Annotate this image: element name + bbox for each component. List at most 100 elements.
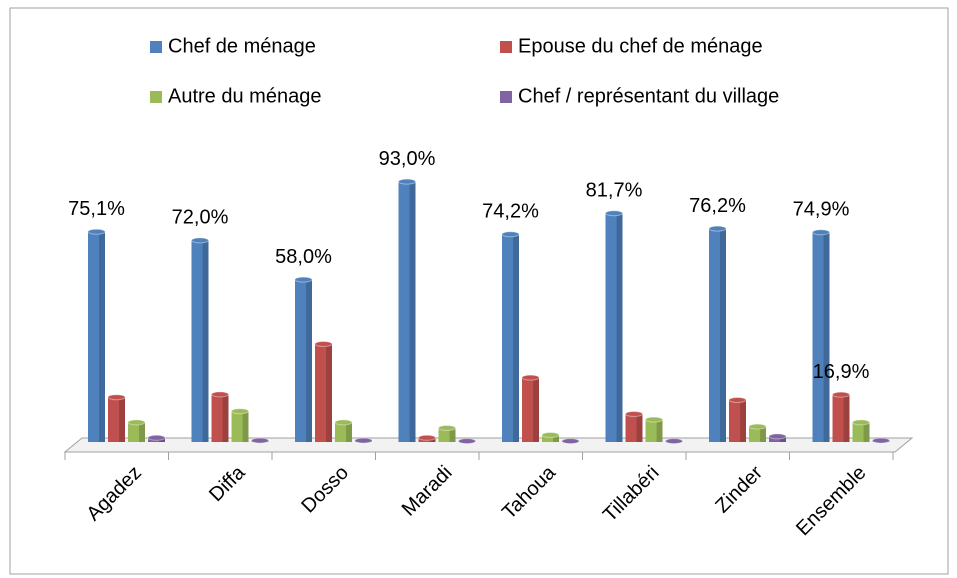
bar	[709, 228, 726, 442]
bar-top	[852, 419, 870, 426]
bar-shade	[513, 234, 519, 442]
bar-shade	[720, 228, 726, 442]
bar-top	[211, 391, 229, 398]
bar-top	[665, 438, 683, 445]
bar	[542, 435, 559, 442]
bar	[769, 436, 786, 442]
bar-shade	[553, 435, 559, 442]
bar-top	[438, 425, 456, 431]
bar-shade	[242, 411, 249, 442]
bar-top	[768, 433, 787, 440]
bar-shade	[533, 377, 539, 442]
bar	[645, 419, 663, 442]
data-label: 93,0%	[379, 148, 436, 170]
bar-top	[625, 411, 643, 417]
bar-shade	[636, 414, 643, 442]
bar-shade	[429, 437, 436, 442]
bar	[605, 213, 623, 442]
bar-top	[541, 432, 560, 438]
bar	[502, 234, 519, 442]
legend-swatch	[500, 41, 512, 53]
bar	[522, 377, 539, 442]
legend-swatch	[150, 41, 162, 53]
bar-shade	[139, 422, 145, 442]
bar-top	[458, 438, 476, 445]
data-label: 76,2%	[689, 195, 746, 217]
data-label: 74,2%	[482, 201, 539, 223]
bar-shade	[616, 213, 623, 442]
legend-label: Autre du ménage	[168, 85, 321, 107]
chart-frame	[9, 7, 949, 575]
bar	[128, 422, 145, 442]
bar-top	[708, 225, 727, 232]
bar-shade	[306, 279, 312, 442]
bar-top	[561, 438, 580, 445]
bar	[108, 397, 125, 442]
bar-top	[231, 408, 249, 415]
bar	[812, 232, 830, 442]
bar-top	[521, 374, 540, 381]
bar-top	[127, 419, 146, 426]
bar-shade	[99, 231, 105, 442]
legend-label: Epouse du chef de ménage	[518, 35, 763, 57]
bar	[191, 240, 209, 442]
bar-top	[645, 416, 663, 423]
bar-shade	[119, 397, 125, 442]
bar-top	[832, 391, 850, 398]
bar-shade	[843, 394, 850, 442]
bar	[295, 279, 312, 442]
bar	[211, 394, 229, 442]
bar-top	[107, 394, 126, 401]
bar	[749, 426, 766, 442]
bar-top	[501, 231, 520, 238]
legend-swatch	[500, 91, 512, 103]
bar-top	[728, 397, 747, 403]
bar-top	[748, 423, 767, 430]
bar	[832, 394, 850, 442]
bar-shade	[863, 422, 870, 442]
data-label: 58,0%	[275, 246, 332, 268]
bar	[398, 181, 416, 442]
bar-top	[872, 437, 890, 444]
bar-shade	[326, 344, 332, 442]
bar-top	[354, 437, 373, 444]
bar-top	[251, 437, 269, 444]
bar-top	[418, 434, 436, 441]
bar-shade	[159, 437, 165, 442]
bar	[438, 428, 456, 442]
data-label: 81,7%	[586, 180, 643, 202]
bar-shade	[656, 419, 663, 442]
bar-top	[147, 434, 166, 441]
bar-shade	[222, 394, 229, 442]
bar-top	[334, 419, 353, 426]
bar-top	[294, 276, 313, 283]
bar	[315, 344, 332, 442]
bar-top	[87, 228, 106, 235]
bar	[852, 422, 870, 442]
bar	[88, 231, 105, 442]
data-label: 75,1%	[68, 198, 125, 220]
bar-shade	[449, 428, 456, 442]
bar	[729, 400, 746, 442]
bar-top	[605, 210, 623, 217]
bar	[231, 411, 249, 442]
bar-shade	[202, 240, 209, 442]
data-label: 72,0%	[172, 207, 229, 229]
legend-label: Chef / représentant du village	[518, 85, 779, 107]
data-label: 74,9%	[793, 199, 850, 221]
bar-top	[398, 178, 416, 185]
bar-shade	[780, 436, 786, 442]
bar-shade	[346, 422, 352, 442]
legend-label: Chef de ménage	[168, 35, 316, 57]
bar-top	[812, 229, 830, 236]
bar-shade	[740, 400, 746, 442]
data-label: 16,9%	[813, 361, 870, 383]
bar-shade	[409, 181, 416, 442]
bar	[625, 414, 643, 442]
bar-top	[314, 341, 333, 347]
legend-swatch	[150, 91, 162, 103]
bar-shade	[760, 426, 766, 442]
bar	[335, 422, 352, 442]
bar-shade	[823, 232, 830, 442]
